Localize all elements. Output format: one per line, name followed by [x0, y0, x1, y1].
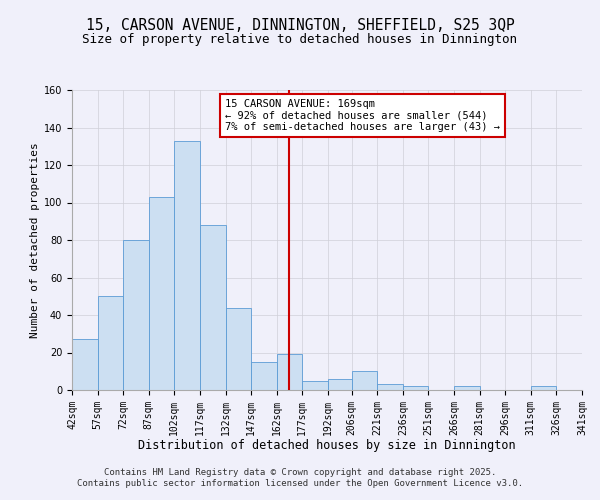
X-axis label: Distribution of detached houses by size in Dinnington: Distribution of detached houses by size …: [138, 439, 516, 452]
Bar: [251, 362, 277, 390]
Bar: [328, 379, 352, 390]
Text: 15 CARSON AVENUE: 169sqm
← 92% of detached houses are smaller (544)
7% of semi-d: 15 CARSON AVENUE: 169sqm ← 92% of detach…: [225, 99, 500, 132]
Bar: [531, 386, 556, 390]
Text: Contains HM Land Registry data © Crown copyright and database right 2025.
Contai: Contains HM Land Registry data © Crown c…: [77, 468, 523, 487]
Bar: [149, 197, 175, 390]
Bar: [200, 225, 226, 390]
Text: Size of property relative to detached houses in Dinnington: Size of property relative to detached ho…: [83, 32, 517, 46]
Bar: [377, 384, 403, 390]
Text: 15, CARSON AVENUE, DINNINGTON, SHEFFIELD, S25 3QP: 15, CARSON AVENUE, DINNINGTON, SHEFFIELD…: [86, 18, 514, 32]
Bar: [454, 386, 479, 390]
Bar: [72, 340, 98, 390]
Bar: [352, 371, 377, 390]
Bar: [98, 296, 123, 390]
Bar: [302, 380, 328, 390]
Bar: [226, 308, 251, 390]
Y-axis label: Number of detached properties: Number of detached properties: [29, 142, 40, 338]
Bar: [403, 386, 428, 390]
Bar: [277, 354, 302, 390]
Bar: [175, 140, 200, 390]
Bar: [123, 240, 149, 390]
